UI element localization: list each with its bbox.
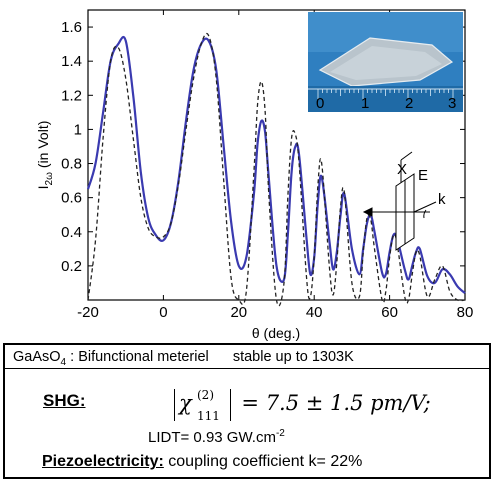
material-subscript: 4	[60, 356, 67, 368]
x-axis-sketch-label: X	[397, 161, 407, 178]
material-info-box: GaAsO4 : Bifunctional meteriel stable up…	[3, 343, 491, 479]
ruler-number-3: 3	[448, 95, 456, 112]
material-description: : Bifunctional meteriel	[70, 349, 209, 365]
chi-subscript: 111	[197, 409, 220, 423]
chi-value: = 7.5 ± 1.5 pm/V;	[241, 391, 431, 415]
chi-superscript: (2)	[197, 388, 214, 402]
y-tick-label: 1.6	[61, 19, 82, 36]
piezo-row: Piezoelectricity: coupling coefficient k…	[42, 453, 362, 471]
ruler-number-1: 1	[361, 95, 369, 112]
x-tick-label: 80	[457, 304, 474, 321]
material-name: GaAsO	[13, 349, 61, 365]
shg-row: SHG: χ (2) 111 = 7.5 ± 1.5 pm/V;	[5, 383, 489, 423]
y-tick-label: 1.4	[61, 53, 82, 70]
x-tick-label: 0	[159, 304, 167, 321]
y-axis-label: I2ω(in Volt)	[35, 121, 55, 190]
x-tick-label: -20	[77, 304, 99, 321]
lidt-exponent: -2	[275, 428, 285, 439]
material-header: GaAsO4 : Bifunctional meteriel stable up…	[5, 345, 489, 369]
chart: 0.20.40.60.811.21.41.6 -20 0 20 40 60 80 I2ω(…	[35, 9, 473, 341]
x-axis: -20 0 20 40 60 80	[77, 10, 473, 321]
inset-photo: 0 1 2 3	[308, 12, 463, 112]
svg-text:I2ω(in Volt): I2ω(in Volt)	[35, 121, 55, 190]
lidt-row: LIDT= 0.93 GW.cm-2	[148, 428, 285, 446]
piezo-text: coupling coefficient k= 22%	[168, 453, 363, 470]
x-axis-label: θ (deg.)	[252, 325, 300, 341]
piezo-label: Piezoelectricity:	[42, 453, 164, 470]
y-tick-label: 0.2	[61, 258, 82, 275]
geometry-sketch: X E k	[362, 151, 446, 251]
shg-label: SHG:	[43, 391, 86, 410]
y-tick-label: 1.2	[61, 87, 82, 104]
x-tick-label: 20	[230, 304, 247, 321]
x-tick-label: 40	[306, 304, 323, 321]
y-tick-label: 0.6	[61, 190, 82, 207]
lidt-text: LIDT= 0.93 GW.cm	[148, 429, 276, 446]
x-tick-label: 60	[381, 304, 398, 321]
chi-formula: χ (2) 111 = 7.5 ± 1.5 pm/V;	[170, 383, 431, 423]
y-tick-label: 1	[74, 121, 82, 138]
chi-symbol: χ	[179, 391, 192, 415]
y-axis: 0.2 0.4 0.6 0.8 1 1.2 1.4 1.6	[61, 19, 465, 275]
stability-text: stable up to 1303K	[232, 349, 354, 365]
ruler-number-0: 0	[316, 95, 324, 112]
k-vector-label: k	[438, 191, 446, 208]
ruler-number-2: 2	[405, 95, 413, 112]
y-tick-label: 0.4	[61, 224, 82, 241]
y-tick-label: 0.8	[61, 156, 82, 173]
e-field-label: E	[418, 167, 428, 184]
